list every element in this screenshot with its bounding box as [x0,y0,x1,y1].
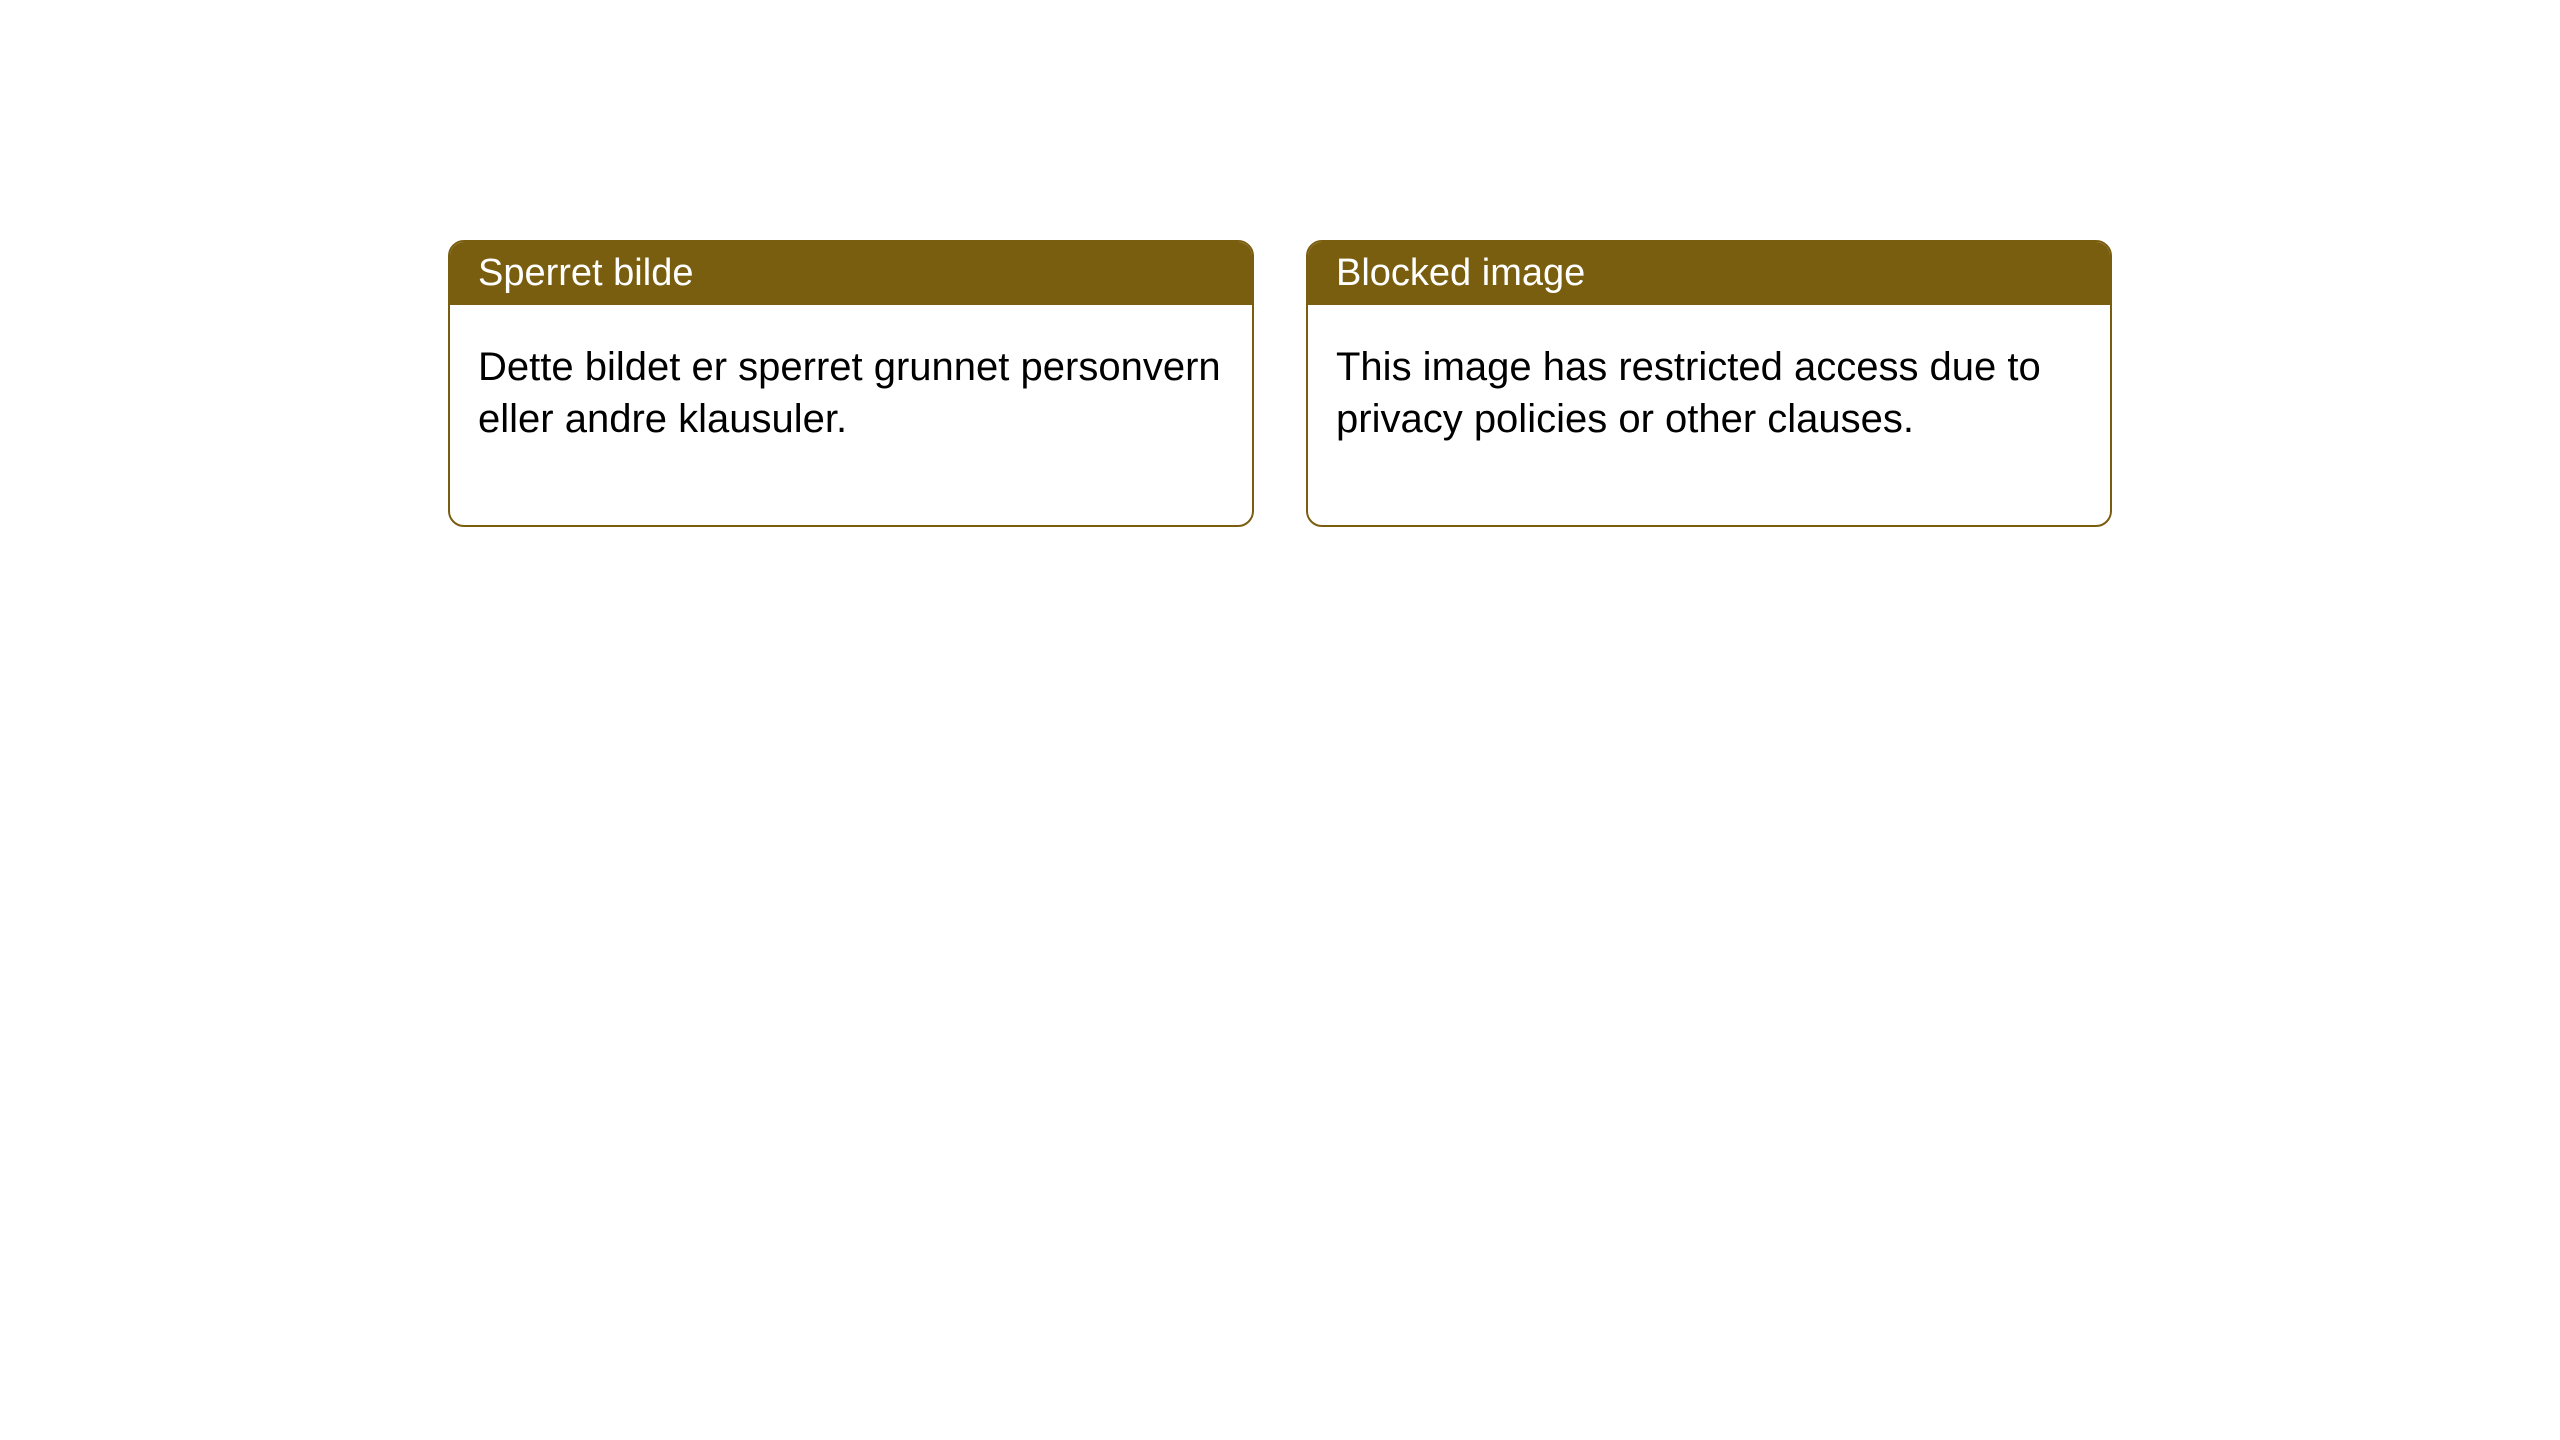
blocked-image-notices: Sperret bilde Dette bildet er sperret gr… [448,240,2112,527]
card-body: This image has restricted access due to … [1308,305,2110,525]
card-header: Sperret bilde [450,242,1252,305]
card-body: Dette bildet er sperret grunnet personve… [450,305,1252,525]
card-header: Blocked image [1308,242,2110,305]
card-body-text: This image has restricted access due to … [1336,345,2041,441]
card-title: Blocked image [1336,252,1585,294]
card-body-text: Dette bildet er sperret grunnet personve… [478,345,1221,441]
notice-card-english: Blocked image This image has restricted … [1306,240,2112,527]
card-title: Sperret bilde [478,252,693,294]
notice-card-norwegian: Sperret bilde Dette bildet er sperret gr… [448,240,1254,527]
